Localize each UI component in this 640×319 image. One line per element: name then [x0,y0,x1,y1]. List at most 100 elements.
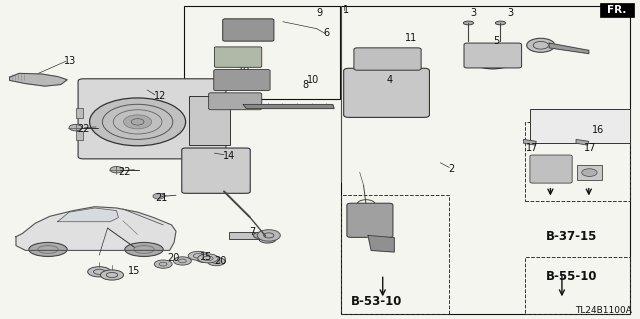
Bar [234,33,241,36]
Bar [255,33,261,36]
Ellipse shape [495,21,506,25]
Ellipse shape [173,257,191,265]
Bar [234,80,239,82]
FancyBboxPatch shape [534,112,584,138]
Bar [244,33,251,36]
Ellipse shape [198,254,218,263]
Bar [253,76,259,78]
Polygon shape [368,235,394,252]
Text: 9: 9 [316,8,323,19]
Text: 16: 16 [592,125,604,135]
FancyBboxPatch shape [78,79,226,159]
Text: TL24B1100A: TL24B1100A [575,306,632,315]
Bar [355,223,382,226]
Text: B-37-15: B-37-15 [546,230,597,243]
Bar [341,6,630,314]
Text: 22: 22 [118,167,131,177]
Ellipse shape [548,115,589,135]
Bar [243,84,249,86]
Polygon shape [524,139,536,145]
Text: 8: 8 [303,79,309,90]
Text: 1: 1 [343,5,349,15]
Ellipse shape [100,270,124,280]
Text: 15: 15 [200,252,212,262]
Bar [189,96,230,145]
FancyBboxPatch shape [600,3,634,17]
Bar [355,215,382,218]
Bar [355,219,382,222]
Bar [243,76,249,78]
Text: 12: 12 [154,91,166,101]
Text: 22: 22 [77,124,90,134]
Ellipse shape [351,73,417,107]
Polygon shape [549,43,589,54]
Bar [243,80,249,82]
Bar [577,165,602,180]
Ellipse shape [88,267,111,277]
Bar [76,131,83,140]
Ellipse shape [207,257,225,266]
Ellipse shape [527,38,555,52]
Bar [525,122,630,201]
FancyBboxPatch shape [354,48,421,70]
FancyBboxPatch shape [530,155,572,183]
Text: 5: 5 [493,36,499,47]
Text: 19: 19 [238,66,250,76]
Text: 2: 2 [448,164,454,174]
Text: 20: 20 [168,253,180,263]
FancyBboxPatch shape [182,148,250,193]
Text: 18: 18 [218,59,230,69]
Ellipse shape [259,234,276,243]
Ellipse shape [196,113,224,127]
FancyBboxPatch shape [530,109,630,143]
Text: 11: 11 [404,33,417,43]
Text: 14: 14 [223,151,235,161]
FancyBboxPatch shape [223,19,274,41]
Ellipse shape [29,242,67,256]
Ellipse shape [124,115,152,129]
FancyBboxPatch shape [214,70,270,91]
Text: B-55-10: B-55-10 [546,271,597,283]
Ellipse shape [188,251,209,260]
FancyBboxPatch shape [347,203,393,237]
Bar [253,80,259,82]
Text: 4: 4 [387,75,393,85]
Text: 7: 7 [250,227,256,237]
Bar [234,76,239,78]
Ellipse shape [110,167,123,173]
Ellipse shape [69,124,82,131]
Bar [224,76,230,78]
Ellipse shape [483,52,503,62]
Bar [234,84,239,86]
Text: 3: 3 [507,8,513,18]
FancyBboxPatch shape [344,68,429,117]
Polygon shape [243,105,334,108]
Bar [355,228,382,230]
Polygon shape [16,207,176,250]
Ellipse shape [257,230,280,241]
Text: 10: 10 [307,75,319,85]
Bar [224,80,230,82]
Bar [253,84,259,86]
FancyBboxPatch shape [214,47,262,67]
Ellipse shape [561,121,576,129]
Text: 13: 13 [64,56,76,66]
Ellipse shape [227,54,240,61]
Ellipse shape [468,45,517,69]
Text: 20: 20 [214,256,227,266]
Ellipse shape [125,242,163,256]
Ellipse shape [463,21,474,25]
Ellipse shape [253,232,266,239]
Polygon shape [58,208,118,222]
Bar [224,84,230,86]
Polygon shape [576,139,589,145]
Text: 21: 21 [155,193,167,204]
Ellipse shape [368,82,400,98]
Text: B-53-10: B-53-10 [351,295,402,308]
Bar [189,163,209,182]
FancyBboxPatch shape [209,93,262,110]
Text: 17: 17 [584,143,596,153]
Text: 3: 3 [470,8,477,18]
FancyBboxPatch shape [464,43,522,68]
Text: FR.: FR. [607,5,627,15]
